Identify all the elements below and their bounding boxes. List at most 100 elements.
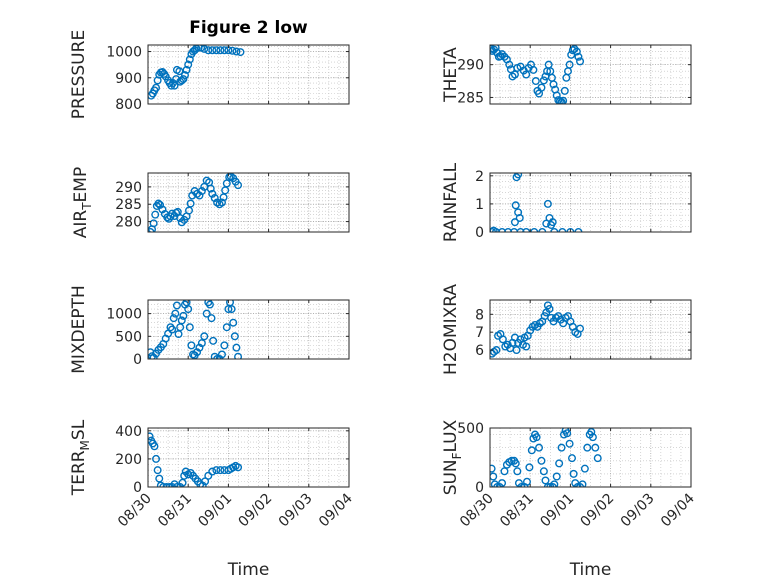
data-point: [197, 339, 206, 348]
data-point: [576, 483, 585, 487]
data-point: [593, 454, 602, 463]
axes-mixdepth: 0 500 1000 MIXDEPTH: [69, 285, 350, 374]
data-point: [498, 335, 507, 344]
data-point: [220, 341, 229, 350]
x-axis-label: Time: [569, 560, 612, 580]
data-point: [152, 83, 161, 92]
data-point: [583, 443, 592, 452]
y-tick-label: 8: [475, 307, 484, 323]
data-point: [512, 346, 521, 355]
data-point: [149, 353, 158, 359]
data-point: [169, 314, 178, 323]
axes-box: [147, 172, 350, 233]
data-point: [204, 46, 213, 55]
data-point: [495, 483, 504, 487]
data-point: [505, 60, 514, 69]
data-point: [517, 483, 526, 487]
y-tick-label: 900: [115, 71, 142, 87]
data-point: [175, 67, 184, 76]
data-point: [149, 219, 158, 228]
data-point: [578, 480, 587, 487]
x-tick-label: 09/04: [658, 490, 698, 530]
tick-marks: [147, 45, 350, 105]
y-axis-label: SUNFLUX: [441, 419, 464, 495]
axes-terr_msl: 0 200 400 08/30 08/31 09/01 09/02 09/03 09/04 Tim…: [69, 419, 356, 580]
data-point: [154, 199, 163, 208]
tick-marks: [489, 300, 692, 359]
data-point: [493, 483, 502, 487]
y-axis-label: PRESSURE: [69, 30, 89, 119]
data-point: [220, 46, 229, 55]
y-tick-label: 290: [457, 58, 484, 74]
data-point: [557, 98, 566, 104]
tick-marks: [489, 428, 692, 488]
data-point: [182, 65, 191, 74]
series-theta: [490, 45, 585, 104]
data-point: [209, 336, 218, 345]
data-point: [186, 199, 195, 208]
data-point: [179, 75, 188, 84]
data-point: [565, 60, 574, 69]
data-point: [148, 432, 154, 441]
data-point: [162, 483, 171, 487]
data-point: [161, 72, 170, 81]
data-point: [172, 483, 181, 487]
data-point: [205, 300, 214, 309]
data-point: [180, 471, 189, 480]
data-point: [232, 47, 241, 56]
data-point: [234, 463, 243, 472]
tick-marks: [489, 173, 692, 233]
tick-marks: [147, 173, 350, 232]
data-point: [228, 46, 237, 55]
data-point: [187, 341, 196, 350]
data-point: [234, 352, 243, 359]
y-tick-label: 500: [457, 421, 484, 437]
data-point: [529, 65, 538, 74]
y-tick-label: 1000: [106, 307, 142, 323]
data-point: [498, 479, 507, 487]
axes-rainfall: 0 1 2 RAINFALL: [441, 162, 692, 242]
series-sun_flux: [490, 428, 602, 487]
axes-box: [147, 44, 350, 105]
data-point: [543, 199, 552, 208]
data-point: [216, 46, 225, 55]
data-point: [156, 481, 165, 487]
data-point: [491, 45, 500, 52]
data-point: [572, 47, 581, 56]
data-point: [500, 467, 509, 476]
data-point: [514, 173, 523, 179]
y-axis-label: H2OMIXRA: [441, 284, 461, 375]
data-point: [155, 474, 164, 483]
plot-area: [148, 428, 349, 487]
data-point: [580, 464, 589, 473]
data-point: [168, 325, 177, 334]
chart-title: Figure 2 low: [189, 18, 308, 38]
data-point: [216, 466, 225, 475]
data-point: [511, 201, 520, 210]
data-point: [177, 316, 186, 325]
data-point: [548, 483, 557, 487]
plot-area: [490, 428, 691, 487]
data-point: [185, 323, 194, 332]
data-point: [573, 483, 582, 487]
tick-marks: [147, 300, 350, 360]
y-tick-label: 2: [475, 169, 484, 185]
data-point: [563, 429, 572, 438]
data-point: [206, 184, 215, 193]
data-point: [230, 332, 239, 341]
data-point: [168, 483, 177, 487]
major-grid: [489, 300, 692, 359]
data-point: [492, 346, 501, 355]
data-point: [194, 45, 203, 52]
data-point: [576, 324, 585, 333]
data-point: [513, 467, 522, 476]
y-tick-label: 290: [115, 180, 142, 196]
series-h2omixra: [490, 301, 585, 358]
data-point: [490, 464, 496, 473]
y-tick-label: 285: [115, 197, 142, 213]
data-point: [560, 86, 569, 95]
y-tick-label: 400: [115, 424, 142, 440]
x-tick-label: 09/02: [578, 491, 618, 531]
axes-box: [489, 44, 692, 105]
x-tick-label: 08/30: [457, 491, 497, 531]
